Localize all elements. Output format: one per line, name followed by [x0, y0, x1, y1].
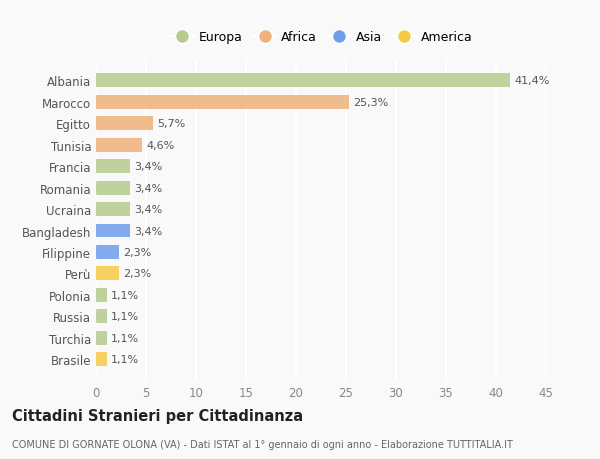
Bar	[96, 288, 107, 302]
Bar	[96, 160, 130, 174]
Text: 2,3%: 2,3%	[123, 269, 151, 279]
Bar	[96, 203, 130, 217]
Text: 3,4%: 3,4%	[134, 183, 162, 193]
Text: 1,1%: 1,1%	[111, 312, 139, 322]
Text: Cittadini Stranieri per Cittadinanza: Cittadini Stranieri per Cittadinanza	[12, 408, 303, 423]
Text: 5,7%: 5,7%	[157, 119, 185, 129]
Text: 25,3%: 25,3%	[353, 98, 388, 107]
Bar	[96, 74, 510, 88]
Bar	[96, 139, 142, 152]
Text: 1,1%: 1,1%	[111, 290, 139, 300]
Text: 41,4%: 41,4%	[514, 76, 550, 86]
Bar	[96, 246, 119, 259]
Bar	[96, 310, 107, 324]
Text: 4,6%: 4,6%	[146, 140, 174, 151]
Text: COMUNE DI GORNATE OLONA (VA) - Dati ISTAT al 1° gennaio di ogni anno - Elaborazi: COMUNE DI GORNATE OLONA (VA) - Dati ISTA…	[12, 440, 513, 449]
Bar	[96, 331, 107, 345]
Bar	[96, 224, 130, 238]
Text: 1,1%: 1,1%	[111, 333, 139, 343]
Text: 3,4%: 3,4%	[134, 162, 162, 172]
Bar	[96, 181, 130, 195]
Legend: Europa, Africa, Asia, America: Europa, Africa, Asia, America	[166, 28, 476, 48]
Text: 1,1%: 1,1%	[111, 354, 139, 364]
Bar	[96, 267, 119, 281]
Bar	[96, 353, 107, 366]
Text: 3,4%: 3,4%	[134, 226, 162, 236]
Text: 3,4%: 3,4%	[134, 205, 162, 215]
Bar	[96, 95, 349, 110]
Bar	[96, 117, 153, 131]
Text: 2,3%: 2,3%	[123, 247, 151, 257]
